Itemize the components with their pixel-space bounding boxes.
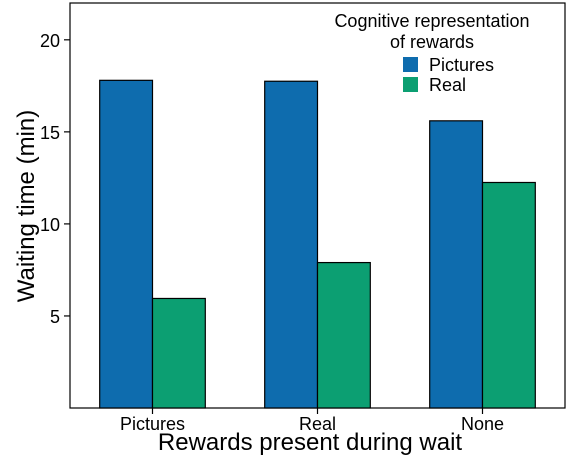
legend-label-real: Real: [429, 75, 466, 95]
y-axis-label: Waiting time (min): [13, 110, 40, 302]
y-tick-label: 20: [40, 31, 60, 51]
bars: [99, 79, 536, 409]
x-axis-label: Rewards present during wait: [158, 429, 462, 456]
bar-real-real: [316, 261, 371, 409]
y-tick-label: 15: [40, 123, 60, 143]
bar-real-pictures: [151, 297, 206, 409]
legend: Cognitive representation of rewards Pict…: [334, 11, 529, 95]
bar-pictures-none: [429, 120, 484, 409]
legend-title-line2: of rewards: [390, 32, 474, 52]
x-tick-label: Real: [299, 414, 336, 434]
bar-real-none: [481, 181, 536, 409]
y-axis: 5 10 15 20: [40, 31, 70, 327]
legend-swatch-real: [403, 77, 418, 92]
bar-pictures-real: [264, 80, 319, 409]
y-tick-label: 10: [40, 215, 60, 235]
legend-title-line1: Cognitive representation: [334, 11, 529, 31]
x-tick-label: None: [461, 414, 504, 434]
legend-label-pictures: Pictures: [429, 55, 494, 75]
bar-pictures-pictures: [99, 79, 154, 409]
x-tick-label: Pictures: [120, 414, 185, 434]
y-tick-label: 5: [50, 307, 60, 327]
x-axis: Pictures Real None: [120, 408, 504, 434]
legend-swatch-pictures: [403, 57, 418, 72]
